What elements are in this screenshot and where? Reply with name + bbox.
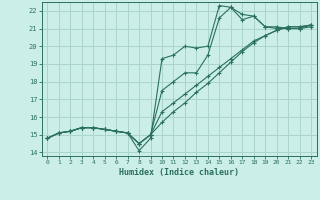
X-axis label: Humidex (Indice chaleur): Humidex (Indice chaleur): [119, 168, 239, 177]
